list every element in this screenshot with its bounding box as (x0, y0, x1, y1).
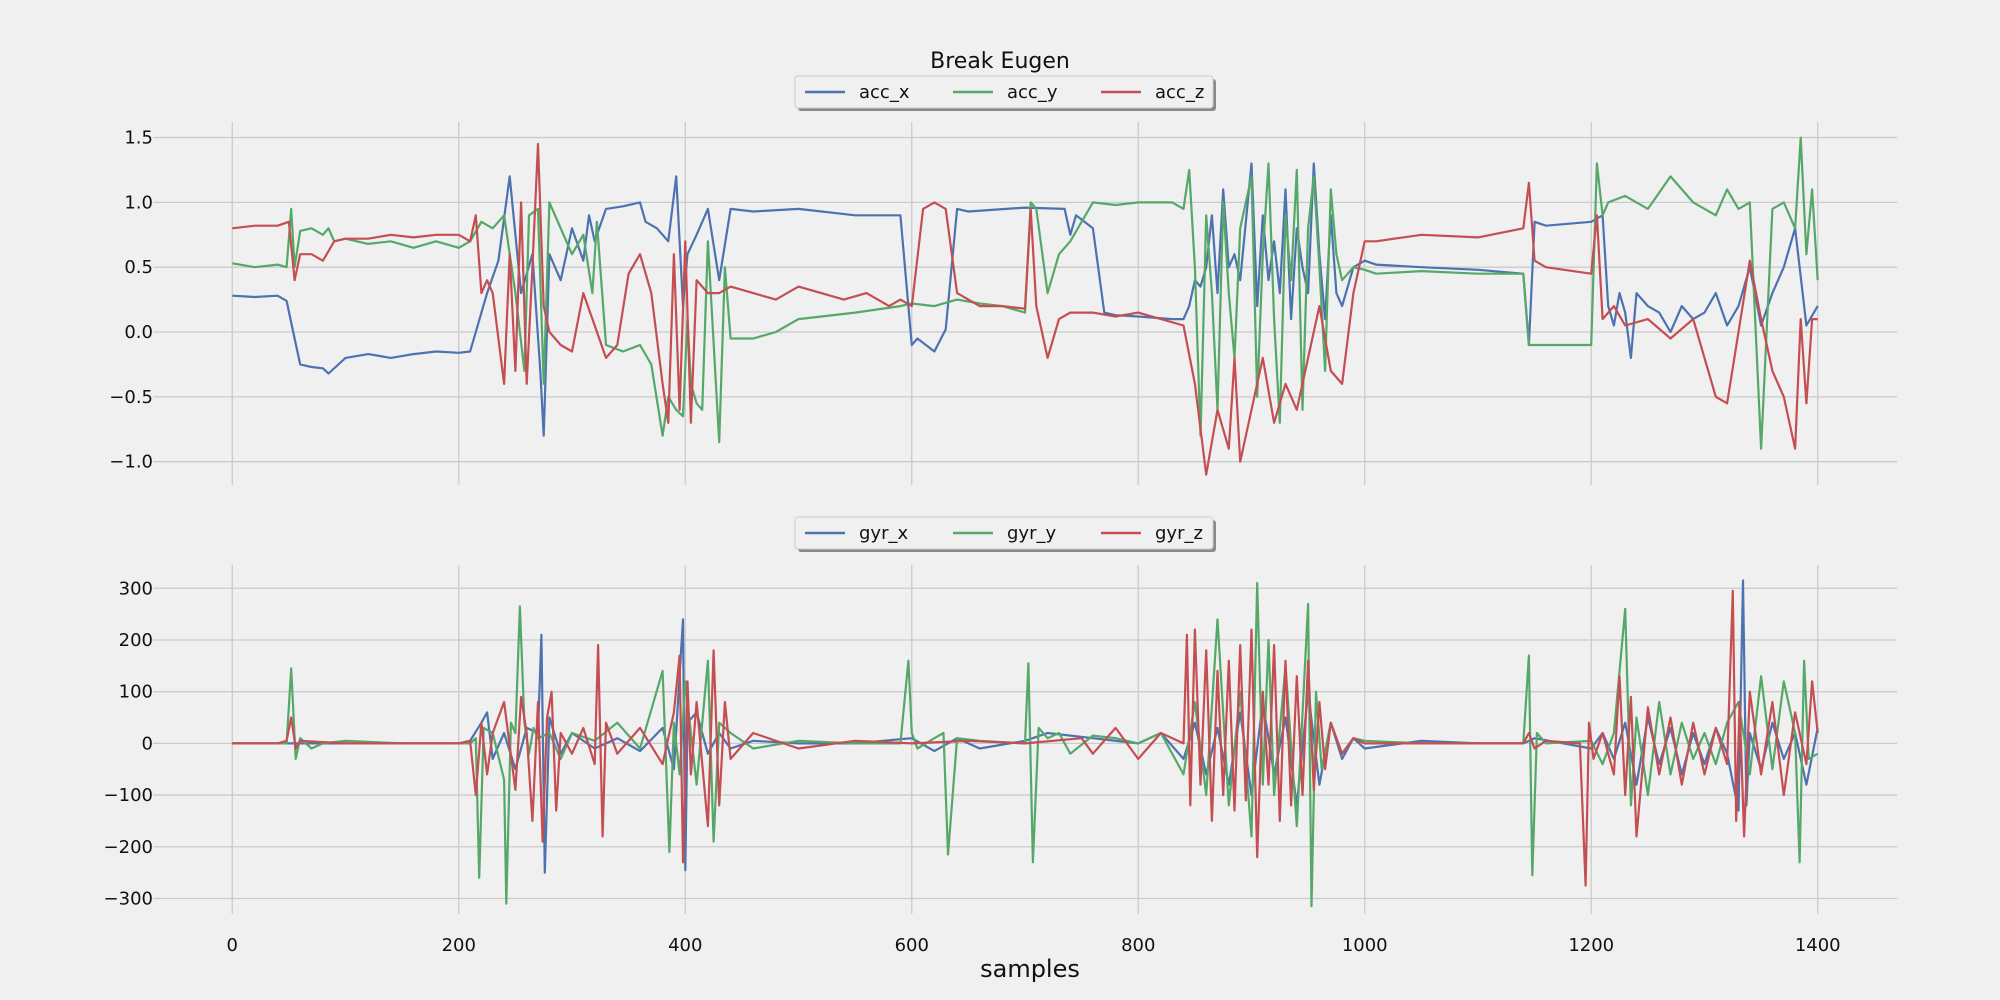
y-tick-label: −0.5 (109, 387, 153, 408)
y-tick-label: −1.0 (109, 452, 153, 473)
legend-label: gyr_y (1007, 523, 1056, 544)
y-tick-label: 1.5 (124, 128, 153, 149)
x-tick-label: 0 (227, 935, 238, 956)
legend-label: gyr_x (859, 523, 908, 544)
legend-label: acc_x (859, 82, 910, 103)
x-axis-label: samples (980, 955, 1080, 983)
x-tick-label: 1000 (1342, 935, 1388, 956)
chart-title: Break Eugen (930, 49, 1070, 74)
series-line-acc_y (232, 136, 1819, 450)
y-tick-label: 0 (142, 733, 153, 754)
legend-box (794, 516, 1214, 550)
series-line-acc_x (232, 162, 1819, 437)
y-tick-label: −100 (104, 785, 153, 806)
y-tick-label: −200 (104, 837, 153, 858)
legend: gyr_x gyr_y gyr_z (794, 516, 1216, 552)
y-tick-label: 1.0 (124, 192, 153, 213)
y-tick-label: 0.5 (124, 257, 153, 278)
y-tick-label: 300 (119, 578, 153, 599)
x-tick-label: 800 (1121, 935, 1155, 956)
legend: acc_x acc_y acc_z (794, 75, 1216, 111)
y-tick-label: −300 (104, 888, 153, 909)
x-tick-label: 200 (442, 935, 476, 956)
legend-label: gyr_z (1155, 523, 1203, 544)
acc-panel: 1.5 1.0 0.5 0.0 −0.5 −1.0 acc_x acc_y acc_z (109, 75, 1897, 485)
x-tick-label: 1200 (1568, 935, 1614, 956)
legend-label: acc_z (1155, 82, 1204, 103)
y-tick-label: 100 (119, 682, 153, 703)
legend-box (794, 75, 1214, 109)
x-tick-label: 1400 (1795, 935, 1841, 956)
series-line-acc_z (232, 142, 1818, 476)
x-tick-label: 400 (668, 935, 702, 956)
x-tick-label: 600 (895, 935, 929, 956)
legend-label: acc_y (1007, 82, 1058, 103)
series-line-gyr_z (232, 589, 1819, 887)
y-tick-label: 0.0 (124, 322, 153, 343)
y-tick-label: 200 (119, 630, 153, 651)
